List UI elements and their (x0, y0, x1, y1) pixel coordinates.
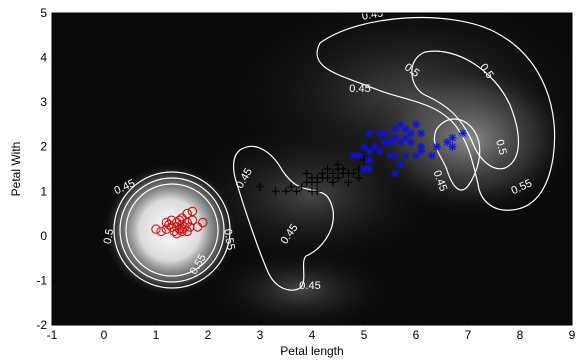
data-point-plus (256, 182, 264, 191)
data-point-star (427, 151, 436, 160)
x-tick-label: 3 (257, 328, 264, 342)
y-tick-label: 5 (40, 6, 47, 20)
data-point-plus (297, 182, 306, 191)
data-point-star (458, 129, 467, 138)
data-point-plus (328, 178, 337, 187)
data-point-plus (308, 178, 316, 187)
data-point-star (391, 169, 400, 178)
data-point-plus (354, 173, 363, 182)
data-point-star (448, 133, 457, 142)
data-point-circle (156, 226, 166, 237)
x-tick-label: 1 (153, 328, 160, 342)
contour-lines (113, 16, 556, 291)
data-point-star (401, 124, 410, 133)
data-point-star (365, 147, 374, 156)
contour-label: 0.55 (221, 228, 237, 251)
contour-upper-outer (316, 16, 556, 211)
data-point-star (391, 151, 400, 160)
data-point-circle (187, 206, 198, 217)
data-point-plus (292, 187, 301, 196)
data-point-star (365, 129, 374, 138)
data-point-plus (318, 169, 327, 178)
data-point-star (448, 142, 457, 151)
contour-label: 0.45 (361, 7, 384, 23)
data-point-plus (334, 173, 342, 182)
data-point-plus (313, 187, 322, 196)
data-point-circle (166, 215, 177, 226)
y-axis-label: Petal With (9, 142, 23, 197)
data-point-plus (271, 187, 280, 196)
data-point-star (365, 165, 374, 173)
data-point-star (396, 160, 405, 169)
contour-label: 0.5 (102, 228, 116, 245)
data-point-star (406, 138, 415, 147)
y-tick-label: 4 (40, 51, 47, 65)
data-point-plus (287, 182, 296, 191)
data-point-plus (344, 178, 353, 187)
x-axis-label: Petal length (280, 344, 343, 358)
contour-setosa-inner (125, 183, 219, 277)
data-point-plus (323, 173, 332, 182)
contour-label: 0.45 (299, 280, 320, 292)
y-tick-label: 0 (40, 229, 47, 243)
contour-right-arc (433, 118, 481, 191)
data-point-plus (302, 169, 311, 178)
y-tick-label: -2 (36, 318, 47, 332)
data-point-star (380, 129, 389, 138)
data-point-star (391, 133, 400, 142)
y-tick-label: 3 (40, 95, 47, 109)
data-point-plus (334, 160, 342, 169)
contour-label: 0.5 (493, 138, 509, 156)
data-point-star (391, 124, 400, 133)
data-markers (151, 120, 467, 239)
y-tick-label: 1 (40, 184, 47, 198)
data-point-plus (328, 169, 337, 178)
data-point-star (354, 151, 363, 160)
x-tick-label: -1 (47, 328, 58, 342)
x-tick-label: 0 (101, 328, 108, 342)
data-point-circle (177, 224, 187, 234)
x-tick-label: 6 (413, 328, 420, 342)
contour-label: 0.45 (349, 83, 370, 95)
data-point-plus (282, 187, 290, 196)
contour-setosa-outer (113, 171, 231, 289)
density-glow-lower (200, 245, 400, 325)
y-axis-ticks: -2 -1 0 1 2 3 4 5 (36, 6, 56, 332)
y-tick-label: 2 (40, 140, 47, 154)
x-tick-label: 9 (569, 328, 576, 342)
data-point-circle (161, 217, 172, 228)
data-point-circle (182, 226, 192, 237)
data-point-star (417, 142, 426, 151)
y-tick-label: -1 (36, 273, 47, 287)
x-tick-label: 5 (361, 328, 368, 342)
data-point-star (401, 151, 410, 160)
plot-area: 0.450.450.450.450.450.45 0.450.5 0.50.50.5… (51, 7, 573, 326)
x-tick-label: 2 (205, 328, 212, 342)
data-point-star (417, 129, 426, 138)
contour-upper-inner (411, 50, 520, 170)
data-point-star (412, 120, 420, 129)
contour-middle-blob (233, 145, 334, 291)
contour-setosa-middle (119, 177, 225, 283)
x-tick-label: 8 (517, 328, 524, 342)
data-point-star (432, 142, 441, 151)
data-point-plus (323, 165, 332, 173)
data-point-circle (182, 208, 192, 219)
x-axis-ticks: -1 0 1 2 3 4 5 6 7 8 9 (47, 321, 576, 342)
data-point-star (365, 156, 374, 165)
data-point-plus (339, 165, 348, 173)
x-tick-label: 4 (309, 328, 316, 342)
x-tick-label: 7 (465, 328, 472, 342)
data-point-star (375, 147, 384, 156)
data-point-plus (349, 169, 358, 178)
data-point-circle (174, 215, 185, 226)
data-point-circle (192, 222, 203, 232)
density-glow-right (360, 60, 572, 220)
data-point-circle (151, 224, 161, 234)
